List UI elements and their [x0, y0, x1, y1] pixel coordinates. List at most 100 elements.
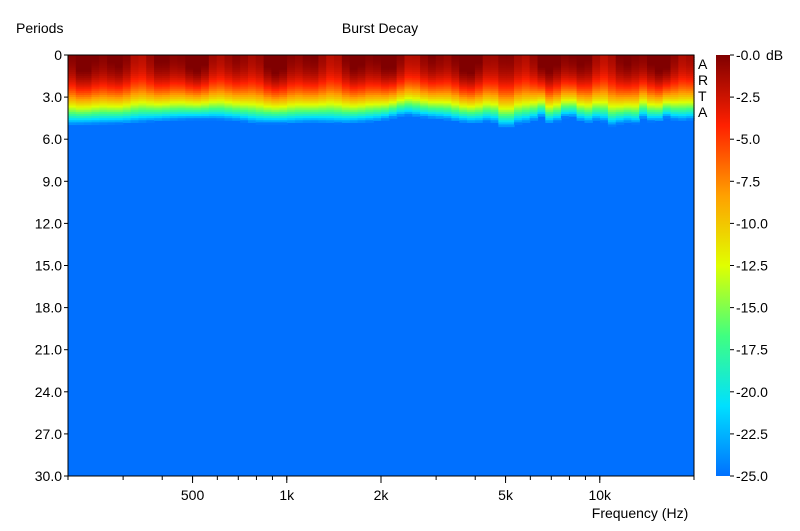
heatmap-cell [240, 84, 249, 88]
heatmap-cell [114, 92, 124, 96]
heatmap-cell [193, 78, 202, 81]
heatmap-cell [185, 103, 194, 107]
heatmap-cell [584, 90, 593, 94]
heatmap-cell [420, 116, 429, 119]
heatmap-cell [216, 59, 226, 62]
heatmap-cell [114, 63, 124, 67]
heatmap-cell [412, 111, 421, 115]
heatmap-cell [568, 67, 578, 71]
heatmap-cell [255, 55, 265, 58]
heatmap-cell [654, 90, 664, 94]
heatmap-cell [255, 67, 265, 71]
heatmap-cell [146, 86, 155, 90]
heatmap-cell [420, 61, 429, 65]
heatmap-cell [451, 111, 460, 115]
heatmap-cell [318, 71, 327, 75]
heatmap-cell [615, 109, 625, 113]
heatmap-cell [686, 109, 695, 113]
heatmap-cell [662, 76, 672, 79]
heatmap-cell [459, 71, 468, 75]
heatmap-cell [154, 94, 163, 98]
heatmap-cell [287, 82, 296, 86]
heatmap-cell [506, 86, 515, 90]
heatmap-cell [373, 80, 382, 83]
heatmap-cell [576, 78, 586, 81]
heatmap-cell [647, 118, 656, 121]
heatmap-cell [193, 86, 202, 90]
heatmap-cell [373, 69, 382, 73]
heatmap-cell [365, 80, 374, 83]
heatmap-cell [647, 65, 656, 69]
heatmap-cell [459, 59, 468, 62]
heatmap-cell [435, 59, 445, 62]
heatmap-cell [240, 78, 249, 81]
heatmap-cell [498, 99, 507, 102]
heatmap-cell [553, 76, 562, 79]
heatmap-cell [99, 80, 108, 83]
heatmap-cell [357, 57, 366, 60]
heatmap-cell [451, 97, 460, 100]
heatmap-cell [154, 118, 163, 121]
heatmap-cell [357, 69, 366, 73]
heatmap-cell [302, 90, 312, 94]
heatmap-cell [529, 107, 539, 111]
heatmap-cell [201, 101, 210, 105]
heatmap-cell [607, 92, 617, 96]
heatmap-cell [670, 57, 679, 60]
heatmap-cell [427, 99, 437, 102]
colorbar-gradient [716, 55, 730, 476]
heatmap-cell [349, 73, 359, 77]
heatmap-cell [600, 69, 609, 73]
heatmap-cell [91, 105, 100, 109]
heatmap-cell [271, 63, 280, 67]
heatmap-cell [146, 65, 155, 69]
heatmap-cell [482, 107, 492, 111]
heatmap-cell [537, 84, 546, 88]
heatmap-cell [639, 71, 648, 75]
heatmap-cell [521, 111, 531, 115]
heatmap-cell [435, 61, 445, 65]
heatmap-cell [240, 92, 249, 96]
heatmap-cell [592, 107, 601, 111]
heatmap-cell [138, 92, 147, 96]
heatmap-cell [647, 59, 656, 62]
heatmap-cell [451, 105, 460, 109]
heatmap-cell [357, 94, 366, 98]
heatmap-cell [365, 92, 374, 96]
heatmap-cell [467, 105, 476, 109]
heatmap-cell [185, 57, 194, 60]
heatmap-cell [420, 73, 429, 77]
heatmap-cell [600, 63, 609, 67]
heatmap-cell [208, 55, 218, 58]
heatmap-cell [161, 61, 171, 65]
heatmap-cell [255, 84, 265, 88]
heatmap-cell [607, 105, 617, 109]
heatmap-cell [99, 94, 108, 98]
heatmap-cell [107, 71, 116, 75]
heatmap-cell [122, 55, 132, 58]
heatmap-cell [232, 113, 241, 117]
heatmap-cell [114, 107, 124, 111]
heatmap-cell [498, 107, 507, 111]
heatmap-cell [287, 94, 296, 98]
heatmap-cell [647, 90, 656, 94]
heatmap-cell [294, 86, 304, 90]
heatmap-cell [373, 57, 382, 60]
heatmap-cell [193, 116, 202, 119]
heatmap-cell [161, 82, 171, 86]
heatmap-cell [647, 103, 656, 107]
heatmap-cell [216, 61, 226, 65]
heatmap-cell [545, 61, 554, 65]
heatmap-cell [600, 73, 609, 77]
heatmap-cell [154, 61, 163, 65]
heatmap-cell [498, 55, 507, 58]
heatmap-cell [365, 111, 374, 115]
heatmap-cell [506, 82, 515, 86]
heatmap-cell [373, 55, 382, 58]
heatmap-cell [600, 107, 609, 111]
heatmap-cell [521, 82, 531, 86]
heatmap-cell [623, 61, 633, 65]
heatmap-cell [600, 105, 609, 109]
heatmap-cell [326, 99, 335, 102]
heatmap-cell [607, 99, 617, 102]
